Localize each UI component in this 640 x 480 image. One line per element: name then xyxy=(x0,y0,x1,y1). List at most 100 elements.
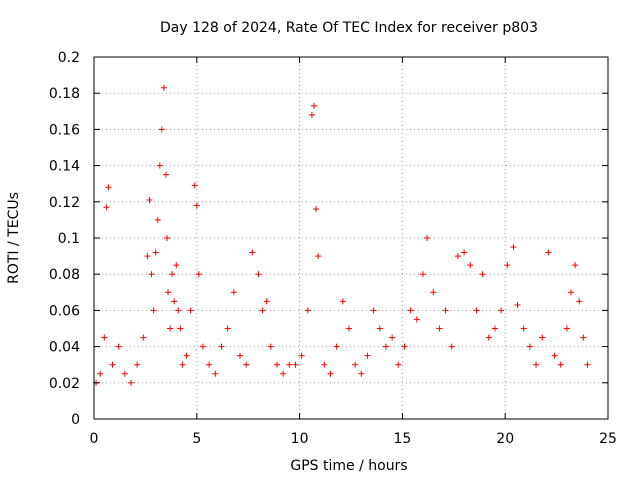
data-point xyxy=(395,361,402,368)
y-tick-label: 0.12 xyxy=(49,195,80,211)
data-point xyxy=(401,343,408,350)
data-point xyxy=(370,307,377,314)
y-tick-label: 0.14 xyxy=(49,159,80,175)
data-point xyxy=(376,325,383,332)
data-point xyxy=(533,361,540,368)
y-tick-label: 0.02 xyxy=(49,376,80,392)
y-tick-label: 0.1 xyxy=(58,231,80,247)
grid xyxy=(94,57,608,419)
data-point xyxy=(243,361,250,368)
y-axis-label: ROTI / TECUs xyxy=(6,192,22,284)
axes: 0 5 10 15 20 25 0 0.02 0.04 0.06 0.08 0.1 0.12 0.14 0.… xyxy=(49,50,617,447)
data-point xyxy=(280,370,287,377)
y-tick-label: 0.18 xyxy=(49,86,80,102)
data-point xyxy=(389,334,396,341)
data-point xyxy=(236,352,243,359)
data-point xyxy=(286,361,293,368)
x-tick-label: 25 xyxy=(599,431,617,447)
data-point xyxy=(407,307,414,314)
data-point xyxy=(313,206,320,213)
data-point xyxy=(436,325,443,332)
data-point xyxy=(109,361,116,368)
data-point xyxy=(339,298,346,305)
data-point xyxy=(144,253,151,260)
data-point xyxy=(206,361,213,368)
x-tick-label: 5 xyxy=(192,431,201,447)
data-point xyxy=(177,325,184,332)
data-point xyxy=(479,271,486,278)
data-point xyxy=(163,235,170,241)
y-tick-label: 0 xyxy=(71,412,80,428)
data-point xyxy=(545,249,552,256)
data-point xyxy=(249,249,256,256)
data-point xyxy=(310,102,317,109)
data-point xyxy=(510,244,517,251)
data-point xyxy=(308,111,315,118)
x-axis-label: GPS time / hours xyxy=(290,458,407,474)
data-point xyxy=(504,262,511,269)
data-point xyxy=(128,379,135,386)
data-point xyxy=(551,352,558,359)
data-point xyxy=(461,249,468,256)
data-point xyxy=(255,271,262,278)
data-point xyxy=(539,334,546,341)
data-point xyxy=(514,301,521,308)
data-point xyxy=(327,370,334,377)
data-point xyxy=(572,262,579,269)
data-point xyxy=(148,271,155,278)
data-point xyxy=(150,307,157,314)
data-point xyxy=(298,352,305,359)
data-point xyxy=(315,253,322,260)
y-tick-label: 0.06 xyxy=(49,303,80,319)
data-point xyxy=(473,307,480,314)
data-point xyxy=(195,271,202,278)
data-point xyxy=(273,361,280,368)
data-point xyxy=(563,325,570,332)
data-point xyxy=(140,334,147,341)
data-point xyxy=(169,271,176,278)
data-point xyxy=(224,325,231,332)
data-point xyxy=(103,204,110,211)
data-point xyxy=(165,289,172,296)
y-tick-label: 0.08 xyxy=(49,267,80,283)
data-point xyxy=(212,370,219,377)
data-point xyxy=(442,307,449,314)
data-points xyxy=(93,84,591,386)
data-point xyxy=(413,316,420,323)
data-point xyxy=(364,352,371,359)
data-point xyxy=(576,298,583,305)
data-point xyxy=(105,184,112,191)
data-point xyxy=(345,325,352,332)
y-tick-label: 0.16 xyxy=(49,122,80,138)
data-point xyxy=(199,343,206,350)
data-point xyxy=(321,361,328,368)
data-point xyxy=(419,271,426,278)
data-point xyxy=(491,325,498,332)
x-tick-label: 10 xyxy=(291,431,309,447)
data-point xyxy=(430,289,437,296)
data-point xyxy=(167,325,174,332)
data-point xyxy=(382,343,389,350)
data-point xyxy=(584,361,591,368)
data-point xyxy=(267,343,274,350)
data-point xyxy=(448,343,455,350)
data-point xyxy=(156,162,163,169)
x-tick-label: 15 xyxy=(393,431,411,447)
data-point xyxy=(358,370,365,377)
data-point xyxy=(333,343,340,350)
data-point xyxy=(97,370,104,377)
data-point xyxy=(179,361,186,368)
data-point xyxy=(424,235,431,241)
data-point xyxy=(121,370,128,377)
data-point xyxy=(304,307,311,314)
data-point xyxy=(146,196,153,203)
data-point xyxy=(183,352,190,359)
data-point xyxy=(467,262,474,269)
data-point xyxy=(230,289,237,296)
chart-title: Day 128 of 2024, Rate Of TEC Index for r… xyxy=(160,20,538,36)
data-point xyxy=(454,253,461,260)
data-point xyxy=(101,334,108,341)
data-point xyxy=(171,298,178,305)
